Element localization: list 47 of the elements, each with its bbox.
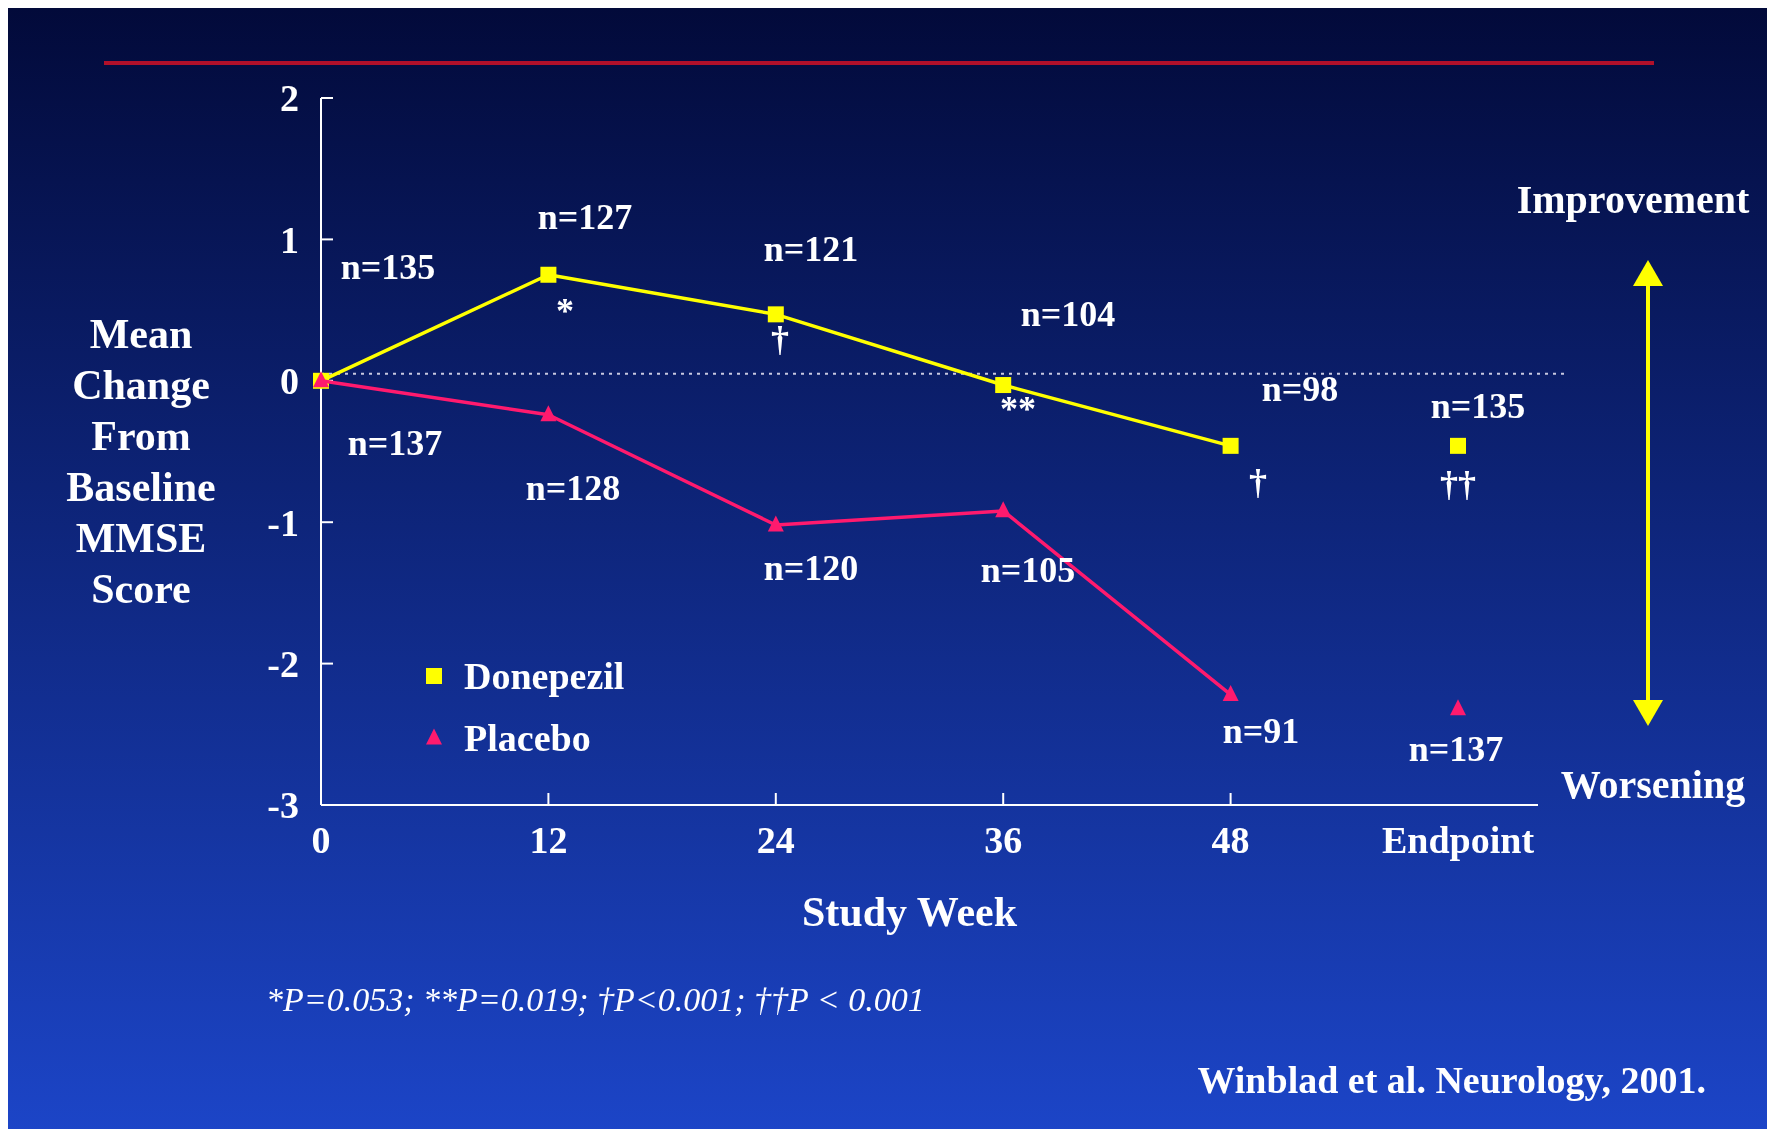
x-axis-title: Study Week — [801, 889, 1018, 935]
x-tick-label: 24 — [756, 819, 795, 861]
x-tick-label: 12 — [529, 819, 568, 861]
legend-label: Donepezil — [464, 655, 625, 698]
annotation: n=104 — [1020, 294, 1116, 334]
annotation: † — [1249, 462, 1267, 502]
point — [995, 501, 1012, 518]
y-axis-title: Mean Change From Baseline MMSE Score — [66, 311, 216, 612]
y-tick-label: -2 — [267, 642, 299, 685]
annotation: †† — [1440, 464, 1476, 504]
point — [767, 306, 784, 323]
annotation: † — [771, 319, 789, 359]
x-tick-label: Endpoint — [1381, 819, 1535, 861]
annotation: n=128 — [525, 468, 621, 508]
annotation: n=91 — [1222, 711, 1300, 751]
annotation: n=120 — [763, 548, 859, 588]
annotation: n=135 — [340, 247, 436, 287]
point — [995, 377, 1012, 394]
x-tick-label: 0 — [311, 819, 331, 861]
annotation: ** — [1000, 389, 1036, 429]
annotation: n=137 — [347, 423, 443, 463]
point — [1222, 685, 1239, 702]
annotation: n=98 — [1261, 369, 1339, 409]
y-tick-label: -1 — [267, 501, 299, 544]
annotation: n=121 — [763, 229, 859, 269]
y-tick-label: 2 — [280, 77, 299, 120]
point — [1222, 437, 1239, 454]
x-tick-label: 36 — [984, 819, 1023, 861]
y-tick-label: 0 — [280, 360, 299, 403]
annotation: n=137 — [1408, 729, 1504, 769]
point — [540, 266, 557, 283]
text: Worsening — [1560, 762, 1746, 807]
x-tick-label: 48 — [1211, 819, 1250, 861]
y-tick-label: -3 — [267, 784, 299, 827]
legend-label: Placebo — [464, 717, 591, 760]
point — [767, 515, 784, 532]
point — [1450, 437, 1466, 454]
annotation: n=135 — [1430, 386, 1526, 426]
y-tick-label: 1 — [280, 218, 299, 261]
point — [540, 405, 557, 422]
text: *P=0.053; **P=0.019; †P<0.001; ††P < 0.001 — [266, 981, 925, 1018]
text: Winblad et al. Neurology, 2001. — [1197, 1059, 1706, 1101]
annotation: Improvement — [1516, 177, 1750, 222]
point — [1450, 699, 1466, 716]
annotation: n=105 — [980, 550, 1076, 590]
annotation: * — [556, 291, 574, 331]
annotation: n=127 — [537, 197, 633, 237]
